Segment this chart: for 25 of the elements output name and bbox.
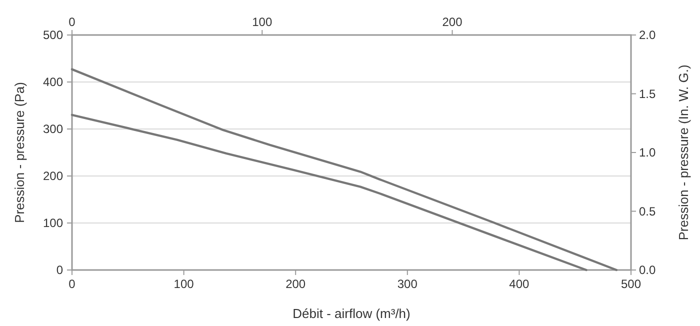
x-tick-label: 400: [509, 277, 530, 291]
y-tick-label: 500: [42, 28, 64, 42]
y-axis-title: Pression - pressure (Pa): [12, 82, 27, 223]
x-tick-label: 200: [286, 277, 306, 291]
y2-tick-label: 0.5: [639, 204, 656, 218]
y-tick-label: 0: [56, 263, 64, 277]
x-tick-label: 300: [397, 277, 418, 291]
line-series: [70, 68, 618, 272]
y2-tick-label: 2.0: [639, 28, 656, 42]
y-tick-label: 300: [42, 122, 64, 136]
x-tick-label: 500: [620, 277, 642, 291]
y2-tick-label: 1.0: [639, 146, 656, 160]
y2-tick-label: 1.5: [639, 86, 656, 101]
y-tick-label: 100: [42, 216, 64, 230]
x2-tick-label: 200: [442, 15, 463, 29]
x-axis-title: Débit - airflow (m³/h): [292, 306, 410, 321]
y2-tick-label: 0.0: [639, 263, 656, 277]
y-tick-label: 200: [42, 169, 64, 183]
x-tick-label: 0: [68, 277, 76, 291]
line-series: [70, 114, 588, 272]
y2-axis-title: Pression - pressure (In. W. G.): [676, 64, 691, 240]
x-tick-label: 100: [174, 277, 194, 291]
x2-tick-label: 100: [252, 15, 272, 29]
x2-tick-label: 0: [68, 15, 76, 29]
y-tick-label: 400: [42, 75, 64, 89]
